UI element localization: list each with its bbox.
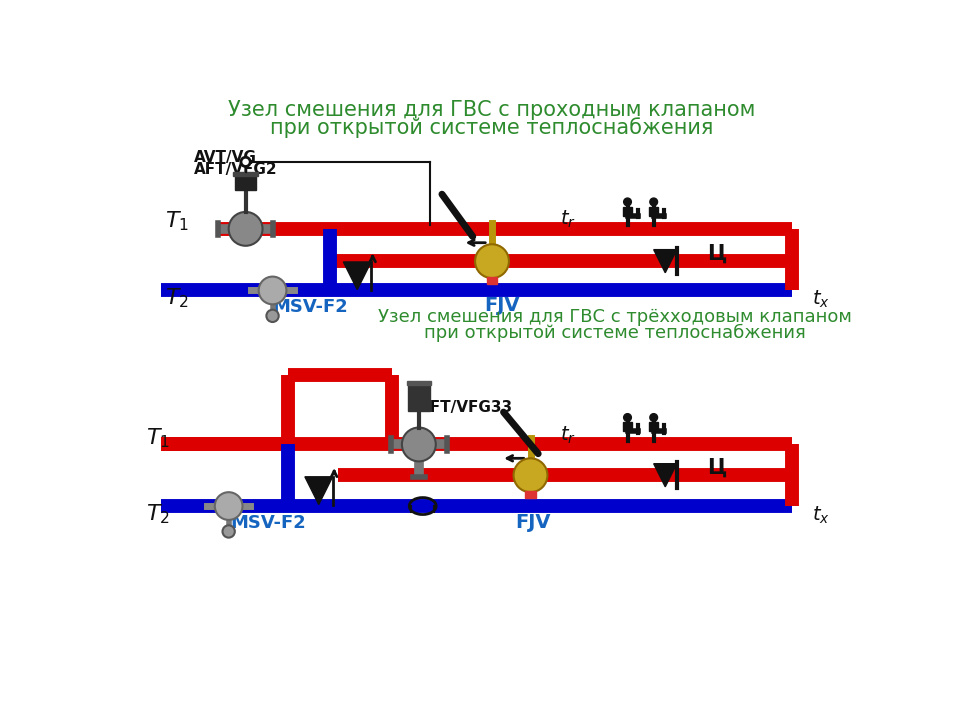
Text: при открытой системе теплоснабжения: при открытой системе теплоснабжения	[424, 324, 806, 342]
Circle shape	[624, 198, 632, 206]
Polygon shape	[344, 262, 372, 289]
Text: Ц: Ц	[708, 243, 727, 264]
Text: MSV-F2: MSV-F2	[273, 298, 348, 316]
Circle shape	[402, 428, 436, 462]
Circle shape	[215, 492, 243, 520]
Circle shape	[514, 459, 547, 492]
Text: FJV: FJV	[516, 513, 551, 533]
Circle shape	[650, 414, 658, 421]
Text: $t_x$: $t_x$	[811, 505, 829, 526]
Text: AVT/VG: AVT/VG	[194, 150, 257, 165]
Text: $T_2$: $T_2$	[146, 502, 169, 526]
Polygon shape	[654, 464, 677, 487]
Text: MSV-F2: MSV-F2	[230, 514, 306, 532]
Circle shape	[223, 526, 235, 538]
Bar	[235, 175, 256, 190]
Bar	[406, 381, 431, 385]
Text: Ц: Ц	[708, 457, 727, 477]
Circle shape	[650, 198, 658, 206]
Bar	[408, 384, 430, 410]
Text: AFT/VFG33: AFT/VFG33	[419, 400, 513, 415]
Text: Узел смешения для ГВС с проходным клапаном: Узел смешения для ГВС с проходным клапан…	[228, 99, 756, 120]
Circle shape	[258, 276, 286, 305]
Text: Узел смешения для ГВС с трёхходовым клапаном: Узел смешения для ГВС с трёхходовым клап…	[378, 308, 852, 326]
Bar	[233, 172, 258, 176]
Text: FJV: FJV	[484, 297, 519, 315]
Circle shape	[624, 414, 632, 421]
Bar	[487, 276, 497, 284]
Bar	[649, 207, 659, 216]
Text: $T_2$: $T_2$	[165, 287, 188, 310]
Circle shape	[228, 212, 262, 246]
Text: AFT/VFG2: AFT/VFG2	[194, 162, 277, 177]
Text: при открытой системе теплоснабжения: при открытой системе теплоснабжения	[271, 117, 713, 138]
Circle shape	[241, 157, 251, 166]
Bar	[525, 490, 536, 498]
Polygon shape	[654, 250, 677, 273]
Bar	[623, 207, 632, 216]
Circle shape	[266, 310, 278, 322]
Text: $t_x$: $t_x$	[811, 289, 829, 310]
Polygon shape	[305, 477, 332, 505]
Circle shape	[475, 244, 509, 278]
Text: $t_r$: $t_r$	[560, 425, 576, 446]
Bar	[649, 422, 659, 431]
Text: $t_r$: $t_r$	[560, 209, 576, 230]
Bar	[623, 422, 632, 431]
Text: $T_1$: $T_1$	[165, 210, 189, 233]
Text: $T_1$: $T_1$	[146, 426, 170, 450]
